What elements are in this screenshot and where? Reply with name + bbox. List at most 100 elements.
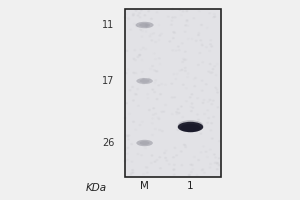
Circle shape (127, 153, 128, 154)
Circle shape (207, 110, 208, 111)
Circle shape (140, 49, 142, 50)
Circle shape (173, 164, 175, 165)
Circle shape (192, 107, 194, 108)
Circle shape (206, 27, 208, 28)
Circle shape (176, 50, 177, 51)
Text: 26: 26 (102, 138, 114, 148)
Circle shape (190, 172, 192, 173)
Circle shape (139, 12, 140, 14)
Circle shape (214, 154, 215, 155)
Circle shape (191, 94, 193, 95)
Circle shape (152, 89, 154, 90)
Circle shape (128, 135, 130, 136)
Circle shape (201, 80, 203, 81)
Circle shape (151, 40, 153, 41)
Ellipse shape (136, 78, 153, 84)
Circle shape (209, 167, 211, 168)
Circle shape (178, 50, 180, 51)
Circle shape (199, 52, 201, 54)
Circle shape (155, 80, 157, 81)
Circle shape (148, 26, 149, 27)
Circle shape (180, 15, 182, 16)
Circle shape (141, 71, 143, 72)
Circle shape (150, 68, 152, 70)
Circle shape (180, 151, 182, 152)
Circle shape (141, 36, 143, 37)
Ellipse shape (136, 22, 154, 28)
Circle shape (129, 90, 131, 91)
Circle shape (189, 97, 191, 98)
Circle shape (209, 63, 211, 65)
Circle shape (152, 65, 153, 67)
Circle shape (173, 174, 175, 175)
Circle shape (211, 123, 212, 124)
Circle shape (209, 149, 211, 150)
Circle shape (217, 107, 219, 108)
Circle shape (184, 51, 186, 52)
Circle shape (132, 170, 134, 171)
Circle shape (142, 30, 143, 32)
Circle shape (133, 72, 135, 73)
Circle shape (130, 174, 132, 175)
Circle shape (177, 109, 179, 110)
Circle shape (133, 13, 134, 15)
Circle shape (216, 162, 218, 163)
Ellipse shape (140, 141, 149, 145)
Circle shape (215, 87, 217, 88)
Circle shape (159, 129, 161, 131)
Ellipse shape (178, 120, 203, 131)
Circle shape (217, 92, 218, 93)
Circle shape (174, 17, 176, 18)
Circle shape (137, 15, 139, 16)
Ellipse shape (140, 79, 149, 83)
Circle shape (124, 149, 126, 150)
Circle shape (154, 92, 156, 93)
Circle shape (137, 105, 139, 106)
Circle shape (163, 111, 165, 112)
Circle shape (143, 173, 145, 175)
Circle shape (194, 86, 196, 87)
Circle shape (146, 172, 148, 173)
Circle shape (174, 97, 176, 98)
Circle shape (183, 144, 185, 145)
Circle shape (178, 46, 179, 47)
Circle shape (213, 17, 215, 18)
Circle shape (216, 89, 218, 90)
Circle shape (172, 38, 174, 39)
Circle shape (154, 161, 156, 162)
Circle shape (186, 21, 188, 22)
Circle shape (186, 101, 188, 102)
Circle shape (126, 135, 128, 136)
Circle shape (133, 58, 135, 59)
Circle shape (197, 98, 199, 99)
Circle shape (191, 38, 193, 40)
Circle shape (154, 70, 155, 71)
Circle shape (202, 102, 204, 103)
Circle shape (210, 40, 212, 41)
Circle shape (192, 131, 194, 132)
Circle shape (196, 175, 198, 176)
Circle shape (196, 114, 198, 115)
Circle shape (131, 161, 133, 162)
Circle shape (201, 45, 203, 46)
Circle shape (172, 50, 174, 51)
Circle shape (154, 53, 155, 54)
Circle shape (127, 69, 129, 70)
Circle shape (211, 46, 213, 47)
Circle shape (215, 157, 217, 158)
Circle shape (218, 165, 220, 166)
Circle shape (204, 113, 206, 115)
Circle shape (187, 38, 189, 39)
Circle shape (128, 139, 129, 140)
Circle shape (169, 41, 171, 42)
Circle shape (187, 25, 189, 26)
Circle shape (202, 62, 204, 63)
Circle shape (171, 83, 173, 84)
Circle shape (127, 147, 129, 149)
Circle shape (140, 29, 142, 30)
Circle shape (157, 117, 159, 118)
Circle shape (201, 127, 203, 128)
Circle shape (146, 167, 147, 168)
Ellipse shape (139, 23, 150, 27)
Circle shape (165, 84, 167, 85)
